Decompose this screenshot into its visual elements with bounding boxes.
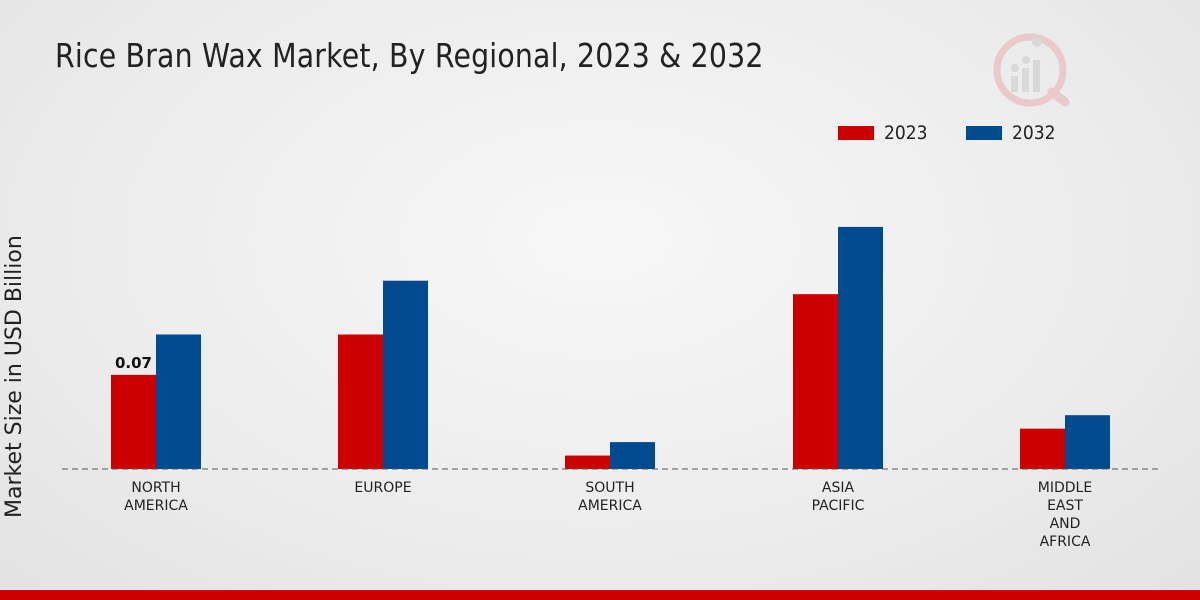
bar-2023-4 bbox=[1020, 428, 1065, 469]
bar-2032-2 bbox=[610, 442, 655, 469]
brand-logo-icon bbox=[993, 33, 1070, 107]
bar-2023-3 bbox=[793, 294, 838, 469]
bar-2032-1 bbox=[383, 280, 428, 469]
x-tick-label-0: NORTH AMERICA bbox=[124, 480, 188, 514]
legend-swatch-2032 bbox=[966, 126, 1003, 140]
data-label-0: 0.07 bbox=[115, 354, 152, 372]
legend-swatch-2023 bbox=[838, 126, 874, 140]
bar-2032-3 bbox=[838, 226, 883, 469]
x-tick-label-3: ASIA PACIFIC bbox=[812, 480, 865, 514]
x-tick-label-4: MIDDLE EAST AND AFRICA bbox=[1038, 480, 1092, 550]
bar-2032-0 bbox=[156, 334, 201, 469]
legend-item-2023: 2023 bbox=[838, 122, 932, 144]
x-tick-label-2: SOUTH AMERICA bbox=[578, 480, 642, 514]
x-tick-label-1: EUROPE bbox=[354, 480, 411, 496]
legend: 2023 2032 bbox=[838, 122, 1095, 144]
bar-2032-4 bbox=[1065, 415, 1110, 469]
chart-title: Rice Bran Wax Market, By Regional, 2023 … bbox=[55, 36, 764, 75]
legend-item-2032: 2032 bbox=[966, 122, 1060, 144]
bottom-accent-bar bbox=[0, 590, 1200, 600]
bar-2023-1 bbox=[338, 334, 383, 469]
legend-label-2032: 2032 bbox=[1012, 122, 1056, 144]
bar-2023-2 bbox=[565, 455, 610, 469]
legend-label-2023: 2023 bbox=[884, 122, 928, 144]
bar-2023-0 bbox=[111, 374, 156, 469]
